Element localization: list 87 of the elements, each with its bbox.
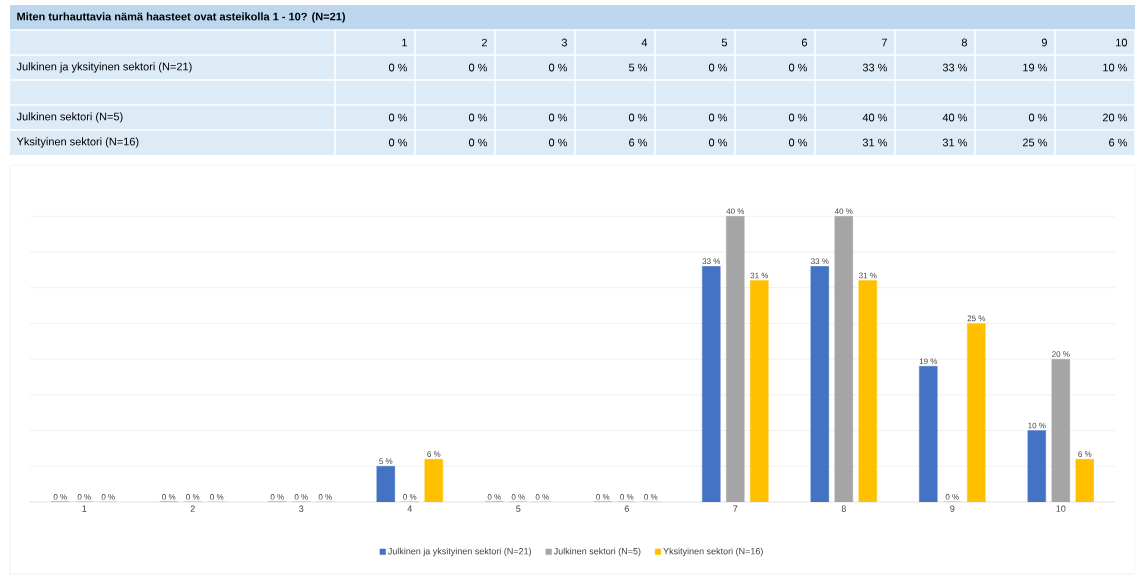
text: 0 % xyxy=(708,113,728,122)
data-label: 0 % xyxy=(318,494,332,500)
text: Yksityinen sektori (N=16) xyxy=(16,137,139,148)
text: 0 % xyxy=(548,63,568,72)
x-tick-label: 10 xyxy=(1056,505,1066,512)
data-label: 25 % xyxy=(967,315,986,322)
data-label: 0 % xyxy=(403,494,417,500)
category-label: 3 xyxy=(561,38,567,47)
data-label: 0 % xyxy=(101,494,115,500)
text: 0 % xyxy=(708,138,728,147)
text: 6 % xyxy=(629,138,648,147)
category-label: 1 xyxy=(402,38,407,47)
data-label: 0 % xyxy=(162,494,176,500)
x-tick-label: 1 xyxy=(82,505,87,512)
x-tick-label: 3 xyxy=(299,505,304,512)
text: 0 % xyxy=(548,138,568,147)
text: 0 % xyxy=(788,138,808,147)
text: 10 % xyxy=(1103,63,1128,72)
data-label: 40 % xyxy=(726,208,745,215)
data-label: 33 % xyxy=(810,258,829,265)
legend-label: Julkinen sektori (N=5) xyxy=(553,547,641,557)
text: 0 % xyxy=(388,138,408,147)
data-label: 6 % xyxy=(1078,451,1092,457)
data-label: 0 % xyxy=(596,494,610,500)
data-label: 0 % xyxy=(186,494,200,500)
text: 0 % xyxy=(1028,113,1048,122)
x-tick-label: 7 xyxy=(733,505,738,512)
text: 31 % xyxy=(862,138,888,147)
data-label: 10 % xyxy=(1028,422,1046,429)
text: 0 % xyxy=(468,138,488,147)
text: 20 % xyxy=(1102,113,1128,122)
data-label: 0 % xyxy=(511,494,525,500)
text: 0 % xyxy=(628,113,648,122)
text: 0 % xyxy=(468,113,488,122)
data-label: 0 % xyxy=(210,494,224,500)
x-tick-label: 2 xyxy=(190,505,195,512)
x-tick-label: 9 xyxy=(950,505,955,512)
chart-title: Miten turhauttavia nämä haasteet ovat asteikolla 1 - 10? (N=21) xyxy=(17,12,345,23)
text: 6 % xyxy=(1109,138,1128,147)
data-label: 6 % xyxy=(427,451,441,457)
data-label: 31 % xyxy=(750,272,769,279)
data-label: 31 % xyxy=(858,272,877,279)
category-label: 5 xyxy=(721,38,727,47)
data-label: 0 % xyxy=(945,494,959,500)
text: 31 % xyxy=(942,138,968,147)
x-tick-label: 8 xyxy=(841,505,846,512)
data-label: 0 % xyxy=(644,494,658,500)
data-label: 0 % xyxy=(53,494,67,500)
data-label: 5 % xyxy=(379,458,393,465)
data-label: 19 % xyxy=(919,358,938,365)
text: 33 % xyxy=(942,63,968,72)
category-label: 6 xyxy=(801,38,807,47)
text: Julkinen ja yksityinen sektori (N=21) xyxy=(16,62,192,73)
data-label: 0 % xyxy=(270,494,284,500)
x-tick-label: 4 xyxy=(407,505,413,512)
data-label: 0 % xyxy=(620,494,634,500)
category-label: 7 xyxy=(881,38,887,47)
text: 0 % xyxy=(788,63,808,72)
text: 40 % xyxy=(862,113,888,122)
data-label: 20 % xyxy=(1052,351,1070,357)
category-label: 10 xyxy=(1116,38,1128,47)
category-label: 4 xyxy=(641,38,648,47)
text: 19 % xyxy=(1023,63,1048,72)
text: Julkinen sektori (N=5) xyxy=(16,112,123,123)
data-label: 33 % xyxy=(702,258,721,265)
data-label: 0 % xyxy=(535,494,549,500)
legend-label: Julkinen ja yksityinen sektori (N=21) xyxy=(387,547,532,557)
text: 0 % xyxy=(468,63,488,72)
text: 0 % xyxy=(708,63,728,72)
data-label: 0 % xyxy=(487,494,501,500)
text: 5 % xyxy=(628,63,648,72)
text: 0 % xyxy=(388,63,408,72)
text: 0 % xyxy=(548,113,568,122)
text: 0 % xyxy=(388,113,408,122)
text: 33 % xyxy=(862,63,888,72)
legend-label: Yksityinen sektori (N=16) xyxy=(663,547,763,557)
data-label: 0 % xyxy=(294,494,308,500)
text: 40 % xyxy=(942,113,968,122)
x-tick-label: 5 xyxy=(516,505,521,512)
text: 0 % xyxy=(788,113,808,122)
category-label: 2 xyxy=(481,38,487,47)
data-label: 0 % xyxy=(77,494,91,500)
category-label: 9 xyxy=(1041,38,1047,47)
category-label: 8 xyxy=(961,38,967,47)
text: 25 % xyxy=(1022,138,1048,147)
x-tick-label: 6 xyxy=(624,505,629,512)
data-label: 40 % xyxy=(834,208,853,215)
